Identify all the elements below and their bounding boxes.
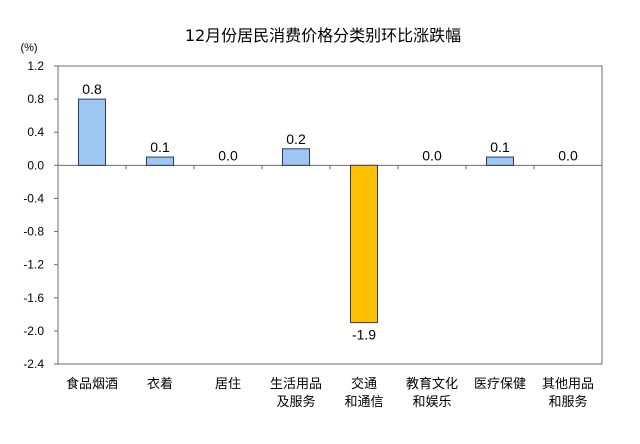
y-tick-label-9: -2.0	[23, 324, 44, 338]
data-label-7: 0.1	[490, 139, 510, 155]
x-tick-label-7: 医疗保健	[474, 377, 526, 392]
bar-4	[282, 148, 310, 166]
plot-area: 1.2 0.8 0.4 0.0 -0.4 -0.8 -1.2 -1.6 -2.0 -2.4 0.8 食…	[23, 59, 603, 410]
x-tick-label-8: 其他用品和服务	[542, 377, 594, 410]
bar-1	[78, 98, 106, 166]
x-tick-label-5: 交通和通信	[344, 376, 383, 410]
data-label-1: 0.8	[82, 81, 102, 97]
data-label-3: 0.0	[218, 147, 238, 163]
bar-5	[350, 164, 378, 324]
data-label-4: 0.2	[286, 131, 306, 147]
y-tick-label-8: -1.6	[23, 291, 44, 305]
x-tick-label-4: 生活用品及服务	[270, 377, 322, 410]
x-tick-label-6: 教育文化和娱乐	[406, 376, 458, 410]
data-label-2: 0.1	[150, 139, 170, 155]
y-tick-label-7: -1.2	[23, 258, 44, 272]
y-tick-label-4: 0.0	[27, 158, 44, 172]
x-tick-label-2: 衣着	[147, 376, 173, 392]
y-tick-label-3: 0.4	[27, 125, 44, 139]
chart-title: 12月份居民消费价格分类别环比涨跌幅	[185, 26, 461, 45]
x-tick-label-1: 食品烟酒	[66, 376, 118, 392]
data-label-8: 0.0	[558, 147, 578, 163]
data-label-5: -1.9	[352, 327, 376, 343]
y-axis-unit-label: (%)	[20, 42, 37, 54]
y-tick-label-5: -0.4	[23, 191, 44, 205]
y-tick-label-2: 0.8	[27, 92, 44, 106]
y-tick-label-1: 1.2	[27, 59, 44, 73]
plot-frame	[57, 65, 603, 365]
y-tick-label-6: -0.8	[23, 225, 44, 239]
x-tick-label-3: 居住	[215, 377, 241, 392]
data-label-6: 0.0	[422, 147, 442, 163]
bar-7	[486, 156, 514, 166]
bar-2	[146, 156, 174, 166]
y-tick-label-10: -2.4	[23, 357, 44, 371]
